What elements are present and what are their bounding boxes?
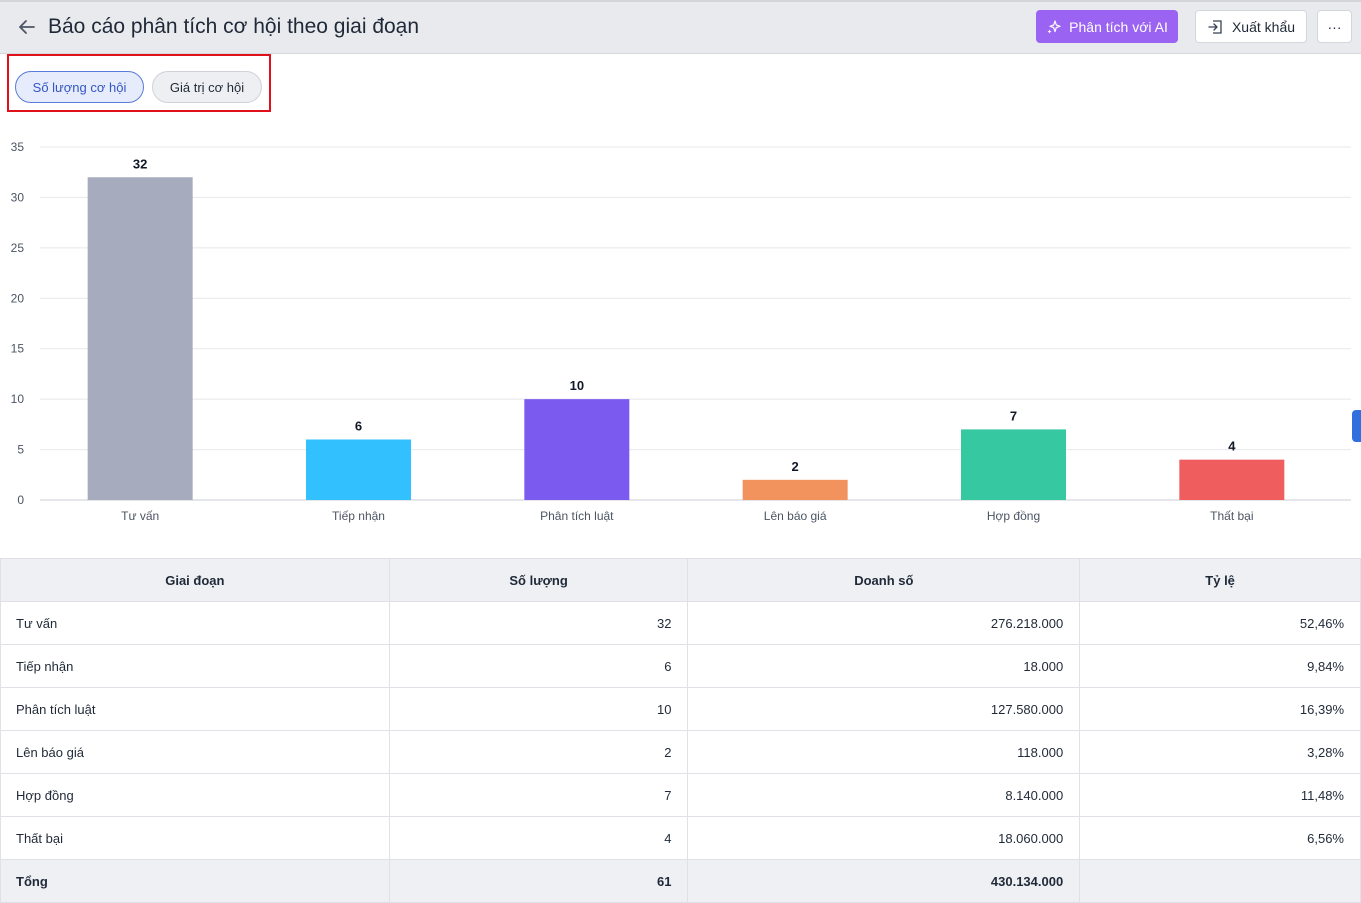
analyze-with-ai-label: Phân tích với AI — [1069, 18, 1168, 35]
y-tick-label: 15 — [11, 342, 25, 356]
bar — [306, 439, 411, 500]
opportunity-value-toggle[interactable]: Giá trị cơ hội — [152, 71, 262, 103]
analyze-with-ai-button[interactable]: Phân tích với AI — [1036, 10, 1178, 43]
x-tick-label: Hợp đồng — [987, 509, 1040, 523]
x-tick-label: Thất bại — [1210, 509, 1253, 523]
cell-stage: Phân tích luật — [0, 687, 390, 731]
y-tick-label: 10 — [11, 392, 25, 406]
cell-ratio: 52,46% — [1079, 601, 1361, 645]
bar-value-label: 6 — [355, 418, 362, 433]
header-revenue[interactable]: Doanh số — [687, 558, 1081, 602]
header-count[interactable]: Số lượng — [388, 558, 689, 602]
stage-table: Giai đoạn Số lượng Doanh số Tỷ lệ Tư vấn… — [0, 558, 1361, 903]
y-tick-label: 20 — [11, 291, 25, 305]
total-count: 61 — [388, 859, 689, 903]
table-row: Phân tích luật 10 127.580.000 16,39% — [0, 687, 1361, 731]
bar — [961, 429, 1066, 500]
cell-revenue: 276.218.000 — [687, 601, 1081, 645]
cell-revenue: 18.060.000 — [687, 816, 1081, 860]
cell-count: 6 — [388, 644, 689, 688]
cell-stage: Hợp đồng — [0, 773, 390, 817]
header-stage[interactable]: Giai đoạn — [0, 558, 390, 602]
more-options-button[interactable]: ··· — [1317, 10, 1352, 43]
cell-ratio: 9,84% — [1079, 644, 1361, 688]
table-row: Lên báo giá 2 118.000 3,28% — [0, 730, 1361, 774]
table-total-row: Tổng 61 430.134.000 — [0, 859, 1361, 903]
bar — [1179, 459, 1285, 500]
table-row: Hợp đồng 7 8.140.000 11,48% — [0, 773, 1361, 817]
page-title: Báo cáo phân tích cơ hội theo giai đoạn — [48, 15, 420, 38]
export-button[interactable]: Xuất khẩu — [1195, 10, 1307, 43]
bar — [742, 479, 848, 500]
cell-stage: Tiếp nhận — [0, 644, 390, 688]
y-tick-label: 25 — [11, 241, 25, 255]
side-panel-toggle[interactable] — [1352, 410, 1361, 442]
total-label: Tổng — [0, 859, 390, 903]
cell-ratio: 6,56% — [1079, 816, 1361, 860]
back-arrow-icon[interactable] — [14, 14, 40, 40]
y-tick-label: 30 — [11, 190, 25, 204]
table-row: Tư vấn 32 276.218.000 52,46% — [0, 601, 1361, 645]
cell-ratio: 16,39% — [1079, 687, 1361, 731]
bar-value-label: 32 — [133, 156, 147, 171]
bar-value-label: 10 — [570, 378, 584, 393]
x-tick-label: Phân tích luật — [540, 509, 614, 523]
cell-count: 4 — [388, 816, 689, 860]
y-tick-label: 35 — [11, 140, 25, 154]
highlight-annotation-box — [7, 54, 271, 112]
header-ratio[interactable]: Tỷ lệ — [1079, 558, 1361, 602]
bar — [524, 399, 630, 500]
table-row: Tiếp nhận 6 18.000 9,84% — [0, 644, 1361, 688]
export-icon — [1208, 19, 1222, 34]
cell-stage: Thất bại — [0, 816, 390, 860]
cell-revenue: 127.580.000 — [687, 687, 1081, 731]
sparkle-icon — [1047, 19, 1061, 34]
cell-revenue: 118.000 — [687, 730, 1081, 774]
more-dots-icon: ··· — [1327, 18, 1342, 35]
cell-revenue: 18.000 — [687, 644, 1081, 688]
bar-value-label: 7 — [1010, 408, 1017, 423]
y-tick-label: 0 — [17, 493, 24, 507]
table-row: Thất bại 4 18.060.000 6,56% — [0, 816, 1361, 860]
bar-value-label: 2 — [792, 459, 799, 474]
cell-ratio: 3,28% — [1079, 730, 1361, 774]
export-label: Xuất khẩu — [1231, 18, 1296, 35]
table-header-row: Giai đoạn Số lượng Doanh số Tỷ lệ — [0, 558, 1361, 602]
cell-stage: Tư vấn — [0, 601, 390, 645]
cell-count: 10 — [388, 687, 689, 731]
cell-count: 2 — [388, 730, 689, 774]
stage-bar-chart: 0 5 10 15 20 25 30 35 32 Tư vấn 6 Tiếp nhận 10 Phân t… — [11, 140, 1351, 523]
x-tick-label: Lên báo giá — [764, 509, 827, 523]
cell-revenue: 8.140.000 — [687, 773, 1081, 817]
cell-ratio: 11,48% — [1079, 773, 1361, 817]
bar-value-label: 4 — [1228, 439, 1236, 454]
cell-count: 32 — [388, 601, 689, 645]
total-ratio — [1079, 859, 1361, 903]
opportunity-count-toggle[interactable]: Số lượng cơ hội — [15, 71, 144, 103]
cell-stage: Lên báo giá — [0, 730, 390, 774]
page-header: Báo cáo phân tích cơ hội theo giai đoạn … — [0, 0, 1361, 54]
total-revenue: 430.134.000 — [687, 859, 1081, 903]
x-tick-label: Tư vấn — [121, 509, 159, 523]
y-tick-label: 5 — [17, 443, 24, 457]
x-tick-label: Tiếp nhận — [332, 509, 385, 523]
bar — [87, 177, 193, 500]
cell-count: 7 — [388, 773, 689, 817]
